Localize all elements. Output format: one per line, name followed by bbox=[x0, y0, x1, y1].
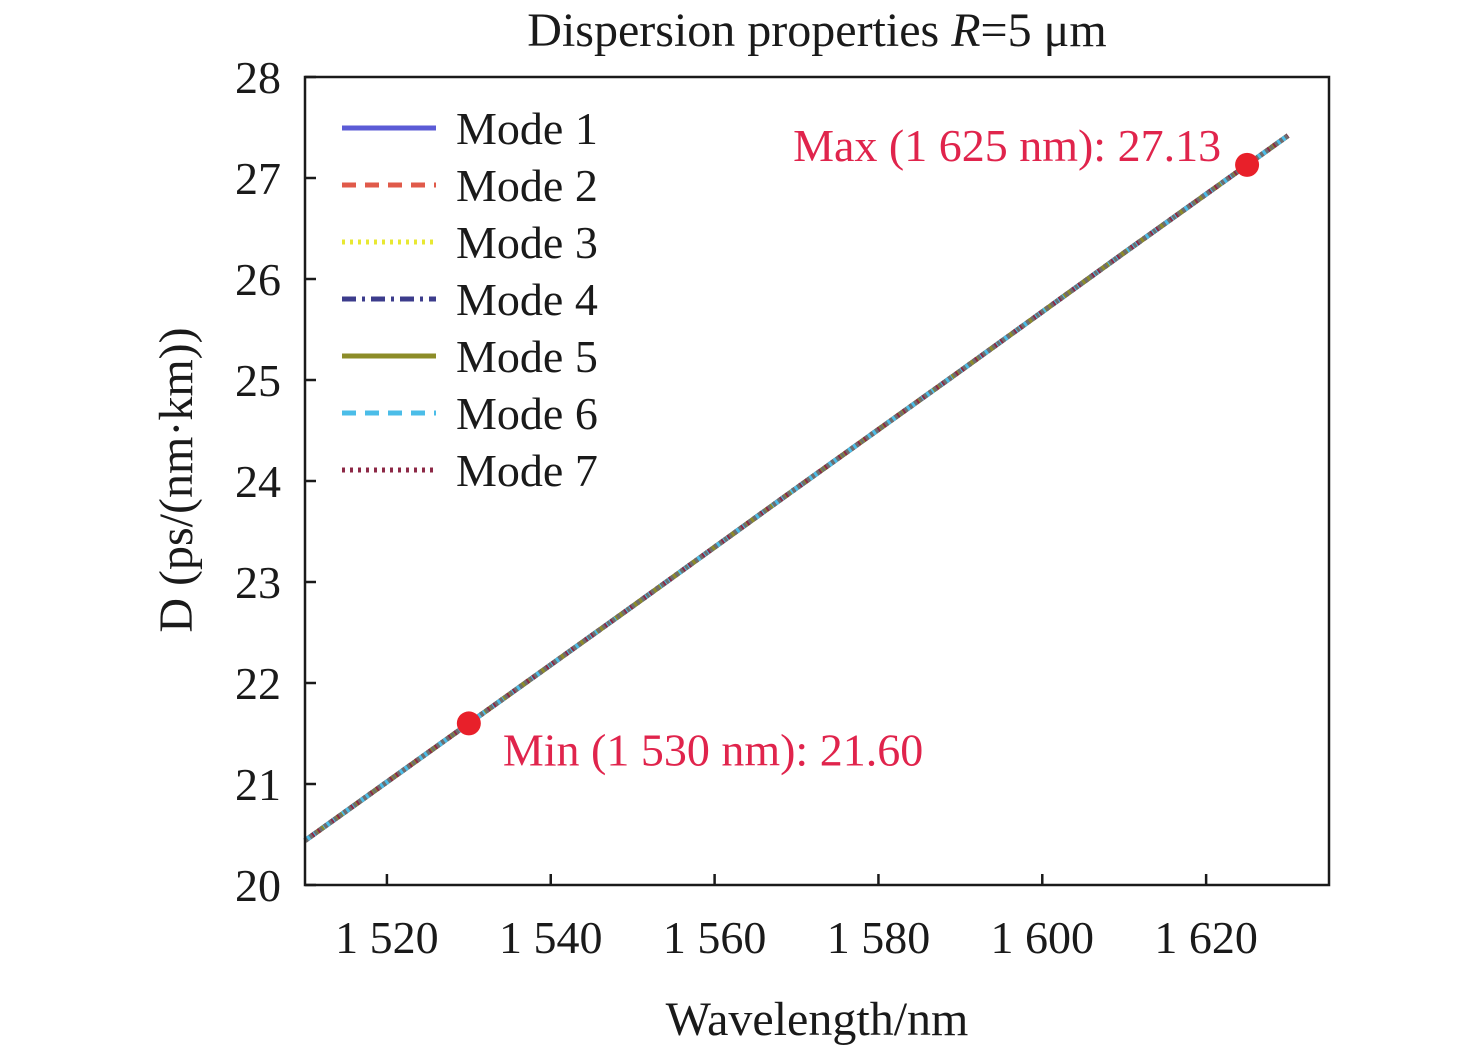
y-tick-label: 25 bbox=[235, 355, 281, 406]
legend-label-mode-5: Mode 5 bbox=[456, 331, 598, 382]
legend-label-mode-7: Mode 7 bbox=[456, 445, 598, 496]
series-layer bbox=[303, 133, 1290, 843]
y-axis-label: D (ps/(nm·km)) bbox=[150, 327, 203, 632]
y-tick-label: 22 bbox=[235, 658, 281, 709]
legend-label-mode-1: Mode 1 bbox=[456, 103, 598, 154]
legend: Mode 1 Mode 2 Mode 3 Mode 4 Mode 5 Mode 6 Mode… bbox=[342, 103, 598, 496]
y-tick-label: 21 bbox=[235, 759, 281, 810]
x-tick-label: 1 580 bbox=[827, 912, 931, 963]
x-axis-label: Wavelength/nm bbox=[666, 993, 969, 1046]
x-tick-label: 1 540 bbox=[499, 912, 603, 963]
x-tick-label: 1 600 bbox=[991, 912, 1095, 963]
min-annotation: Min (1 530 nm): 21.60 bbox=[503, 724, 923, 775]
series-overlay-line bbox=[303, 133, 1290, 843]
min-marker bbox=[456, 711, 481, 736]
legend-label-mode-6: Mode 6 bbox=[456, 388, 598, 439]
y-tick-label: 28 bbox=[235, 52, 281, 103]
marker-layer: Min (1 530 nm): 21.60 Max (1 625 nm): 27.… bbox=[456, 120, 1260, 775]
legend-label-mode-2: Mode 2 bbox=[456, 160, 598, 211]
max-annotation: Max (1 625 nm): 27.13 bbox=[793, 120, 1221, 171]
x-tick-label: 1 520 bbox=[335, 912, 439, 963]
y-tick-label: 26 bbox=[235, 254, 281, 305]
tick-layer: 1 520 1 540 1 560 1 580 1 600 1 620 20 21 22 23 24… bbox=[235, 52, 1258, 963]
x-tick-label: 1 560 bbox=[663, 912, 767, 963]
y-tick-label: 24 bbox=[235, 456, 281, 507]
legend-label-mode-4: Mode 4 bbox=[456, 274, 598, 325]
max-marker bbox=[1235, 152, 1260, 177]
chart-title: Dispersion properties R=5 μm bbox=[527, 4, 1106, 57]
y-tick-label: 20 bbox=[235, 860, 281, 911]
y-tick-label: 23 bbox=[235, 557, 281, 608]
x-tick-label: 1 620 bbox=[1154, 912, 1258, 963]
legend-label-mode-3: Mode 3 bbox=[456, 217, 598, 268]
y-tick-label: 27 bbox=[235, 153, 281, 204]
